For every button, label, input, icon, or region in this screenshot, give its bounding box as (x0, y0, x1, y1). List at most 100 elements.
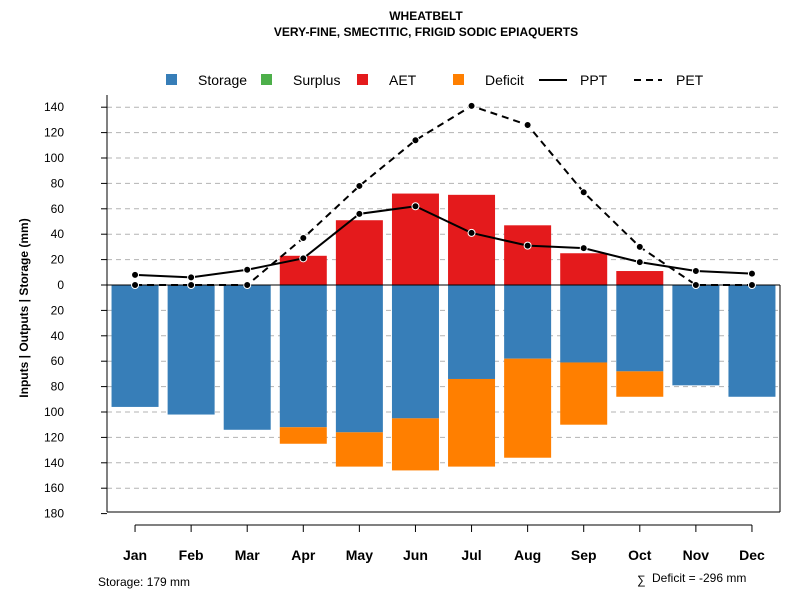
pet-point (635, 242, 644, 251)
pet-point (187, 281, 196, 289)
storage-bar (672, 285, 720, 386)
pet-point (131, 281, 140, 289)
y-tick-label: 80 (51, 176, 65, 190)
x-tick-label: Jan (123, 547, 147, 563)
legend: Storage Surplus AET Deficit PPT PET (166, 72, 704, 88)
deficit-bar (335, 432, 383, 467)
ppt-point (131, 270, 140, 279)
pet-point (691, 281, 700, 289)
storage-bar (391, 285, 439, 419)
x-tick-label: Oct (628, 547, 652, 563)
aet-bar (616, 271, 664, 285)
deficit-note: Deficit = -296 mm (652, 571, 746, 585)
aet-bar (448, 194, 496, 285)
storage-bar (223, 285, 271, 430)
pet-point (747, 281, 756, 289)
pet-point (467, 101, 476, 110)
y-tick-label: 120 (44, 126, 64, 140)
storage-bar (279, 285, 327, 428)
storage-bar (335, 285, 383, 433)
pet-point (299, 234, 308, 243)
pet-point (579, 188, 588, 197)
chart-title: WHEATBELT (389, 9, 463, 23)
y-tick-label: 40 (51, 329, 65, 343)
y-tick-label: 140 (44, 456, 64, 470)
deficit-bar (560, 362, 608, 425)
storage-bar (616, 285, 664, 372)
deficit-bar (448, 378, 496, 467)
legend-label-deficit: Deficit (485, 72, 524, 88)
aet-bar (560, 253, 608, 285)
y-tick-label: 100 (44, 405, 64, 419)
y-tick-label: 140 (44, 100, 64, 114)
x-tick-label: Mar (235, 547, 260, 563)
storage-bar (560, 285, 608, 363)
ppt-point (355, 209, 364, 218)
ppt-point (747, 269, 756, 278)
bars (111, 193, 776, 471)
legend-swatch-deficit (453, 74, 464, 85)
x-tick-label: Feb (179, 547, 204, 563)
legend-label-surplus: Surplus (293, 72, 340, 88)
y-tick-label: 180 (44, 507, 64, 521)
ppt-point (635, 258, 644, 267)
storage-bar (167, 285, 215, 415)
x-tick-label: Jun (403, 547, 428, 563)
chart-subtitle: VERY-FINE, SMECTITIC, FRIGID SODIC EPIAQ… (274, 25, 578, 39)
x-tick-label: Apr (291, 547, 316, 563)
ppt-point (523, 241, 532, 250)
deficit-bar (616, 371, 664, 397)
y-tick-label: 40 (51, 227, 65, 241)
ppt-point (411, 202, 420, 211)
x-tick-label: Jul (461, 547, 481, 563)
deficit-bar (504, 358, 552, 458)
x-tick-label: Aug (514, 547, 541, 563)
y-tick-label: 120 (44, 430, 64, 444)
y-axis-label: Inputs | Outputs | Storage (mm) (17, 218, 31, 397)
storage-bar (448, 285, 496, 379)
y-tick-label: 100 (44, 151, 64, 165)
y-tick-label: 0 (57, 278, 64, 292)
pet-point (355, 181, 364, 190)
legend-label-ppt: PPT (580, 72, 608, 88)
storage-bar (111, 285, 159, 407)
legend-swatch-aet (357, 74, 368, 85)
deficit-bar (391, 418, 439, 471)
x-tick-label: Sep (571, 547, 597, 563)
lines (131, 101, 756, 289)
y-tick-label: 160 (44, 481, 64, 495)
x-tick-label: May (346, 547, 373, 563)
deficit-bar (279, 427, 327, 444)
gridlines (107, 106, 780, 489)
pet-line (135, 104, 752, 286)
y-tick-label: 80 (51, 380, 65, 394)
legend-label-aet: AET (389, 72, 417, 88)
legend-label-pet: PET (676, 72, 704, 88)
aet-bar (504, 225, 552, 285)
y-tick-label: 60 (51, 202, 65, 216)
sum-icon: ∑ (637, 573, 646, 587)
pet-point (243, 281, 252, 289)
y-tick-label: 60 (51, 354, 65, 368)
legend-label-storage: Storage (198, 72, 247, 88)
y-tick-label: 20 (51, 303, 65, 317)
y-tick-label: 20 (51, 253, 65, 267)
ppt-point (467, 228, 476, 237)
storage-bar (728, 285, 776, 397)
legend-swatch-storage (166, 74, 177, 85)
ppt-point (187, 273, 196, 282)
x-tick-label: Dec (739, 547, 765, 563)
storage-bar (504, 285, 552, 359)
ppt-line (134, 205, 753, 279)
pet-point (523, 120, 532, 129)
ppt-point (299, 254, 308, 263)
storage-note: Storage: 179 mm (98, 575, 190, 589)
ppt-point (243, 265, 252, 274)
legend-swatch-surplus (261, 74, 272, 85)
ppt-point (579, 244, 588, 253)
x-tick-label: Nov (683, 547, 710, 563)
ppt-point (691, 267, 700, 276)
pet-point (411, 136, 420, 145)
aet-bar (335, 220, 383, 285)
